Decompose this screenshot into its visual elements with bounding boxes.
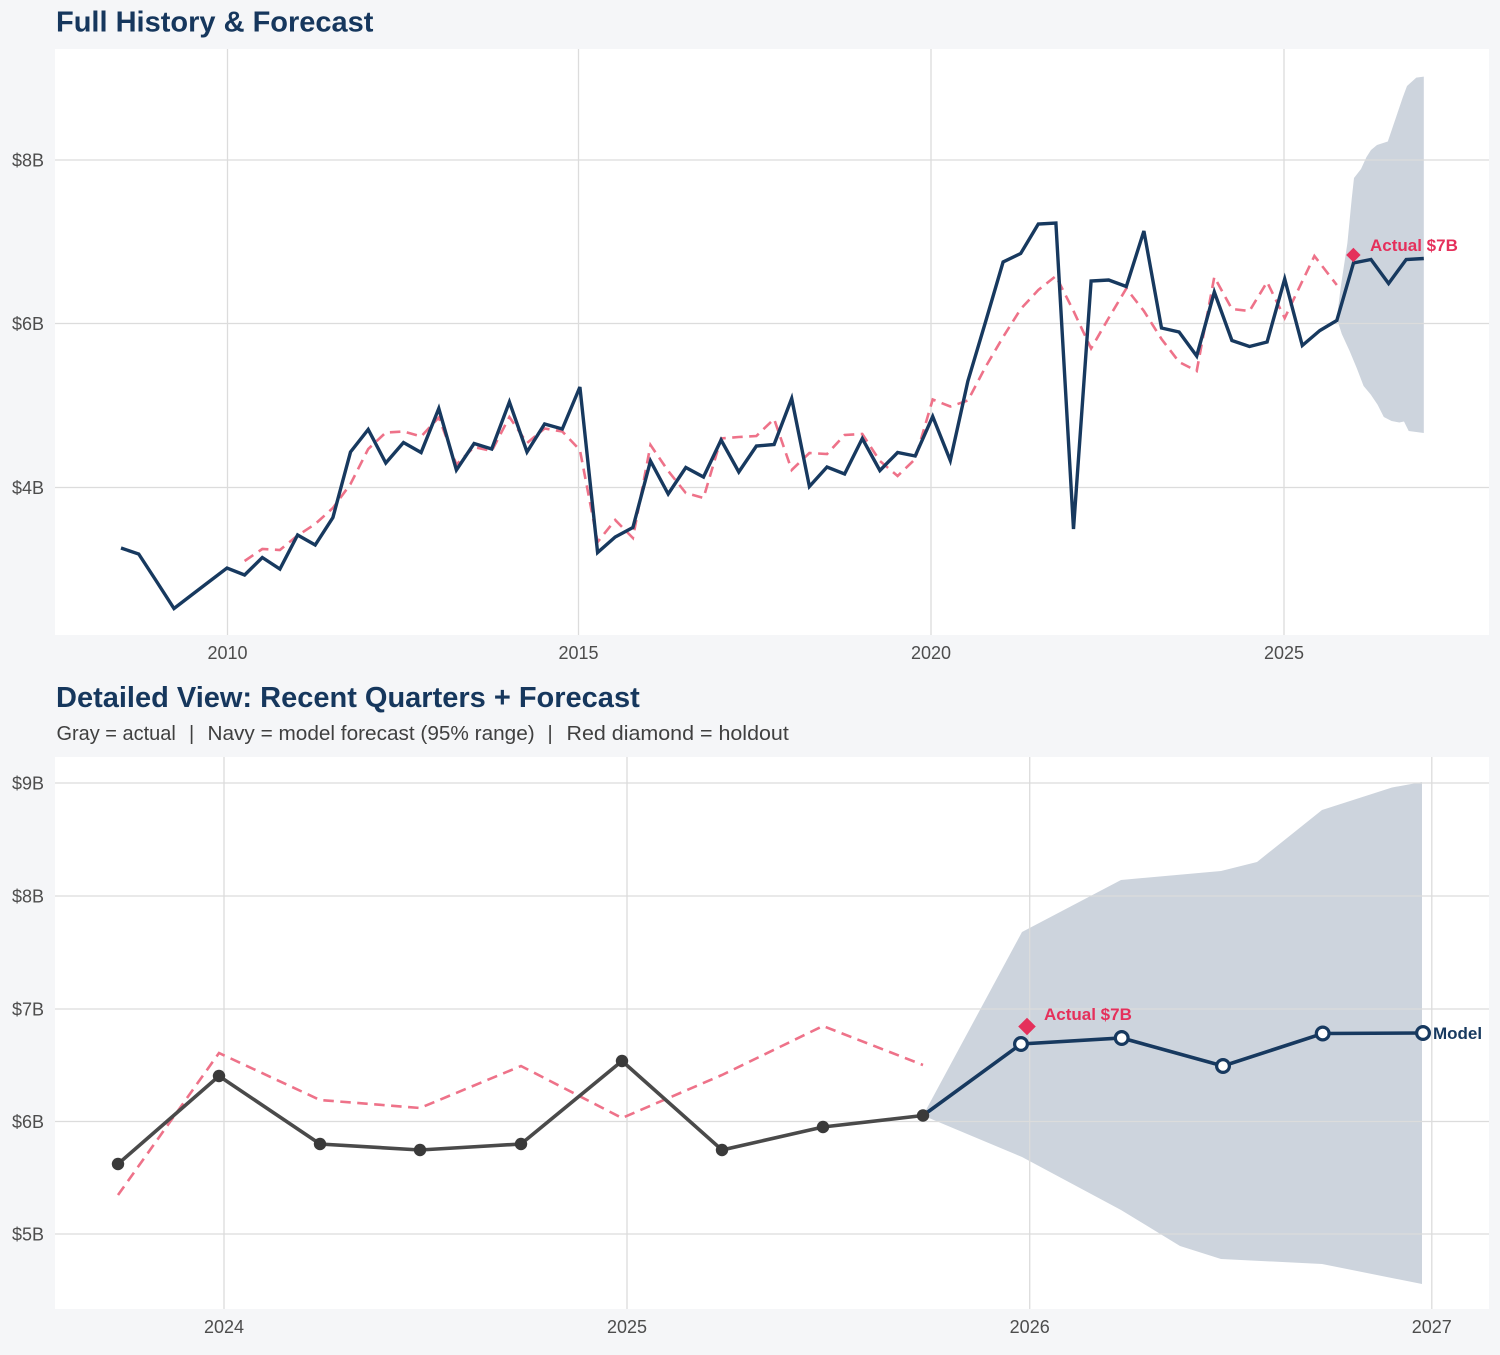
svg-text:$8B: $8B [12,886,44,906]
svg-text:Full History & Forecast: Full History & Forecast [56,7,374,39]
svg-text:2026: 2026 [1010,1317,1050,1337]
svg-text:Actual $7B: Actual $7B [1044,1005,1132,1024]
svg-text:Detailed View: Recent Quarters: Detailed View: Recent Quarters + Forecas… [56,682,640,714]
svg-text:$6B: $6B [12,1112,44,1132]
svg-text:2010: 2010 [207,643,247,663]
svg-text:Actual $7B: Actual $7B [1370,236,1458,255]
svg-text:$4B: $4B [12,478,44,498]
svg-text:Model: Model [1433,1024,1482,1043]
svg-text:2020: 2020 [911,643,951,663]
svg-text:2025: 2025 [607,1317,647,1337]
svg-text:$8B: $8B [12,150,44,170]
svg-text:Gray = actual|Navy = model for: Gray = actual | Navy = model forecast (95%… [57,723,790,745]
svg-text:2024: 2024 [204,1317,244,1337]
svg-text:$7B: $7B [12,999,44,1019]
svg-text:2027: 2027 [1412,1317,1452,1337]
svg-text:$9B: $9B [12,773,44,793]
svg-text:$5B: $5B [12,1224,44,1244]
svg-text:$6B: $6B [12,314,44,334]
svg-text:2025: 2025 [1264,643,1304,663]
svg-text:2015: 2015 [558,643,598,663]
